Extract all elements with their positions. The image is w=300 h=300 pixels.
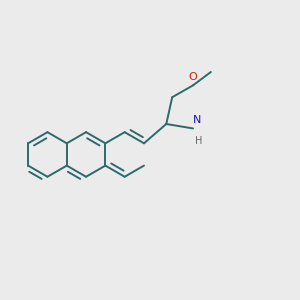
- Text: O: O: [189, 72, 197, 82]
- Text: H: H: [194, 136, 202, 146]
- Text: N: N: [193, 116, 201, 125]
